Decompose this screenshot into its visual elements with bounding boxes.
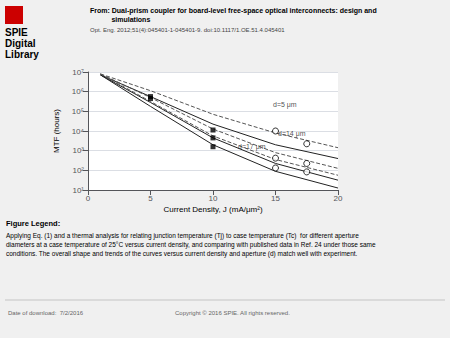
svg-text:10⁵: 10⁵ — [72, 107, 84, 116]
svg-text:Opt. Eng. 2012;51(4):045401-1-: Opt. Eng. 2012;51(4):045401-1-045401-9. … — [90, 27, 285, 33]
svg-text:Digital: Digital — [5, 38, 36, 49]
svg-text:10: 10 — [209, 194, 218, 203]
svg-text:Date of download: 7/2/2016: Date of download: 7/2/2016 — [8, 310, 84, 316]
svg-text:10³: 10³ — [72, 146, 84, 155]
svg-text:Figure Legend:: Figure Legend: — [6, 219, 60, 228]
svg-text:10²: 10² — [72, 166, 84, 175]
svg-text:5: 5 — [148, 194, 153, 203]
svg-text:20: 20 — [334, 194, 343, 203]
svg-text:0: 0 — [86, 194, 91, 203]
svg-text:d=5 μm: d=5 μm — [273, 101, 297, 109]
svg-text:diameters at a case temperatur: diameters at a case temperature of 25°C … — [6, 241, 376, 249]
svg-text:MTF (hours): MTF (hours) — [52, 109, 61, 153]
svg-text:d=14 μm: d=14 μm — [278, 130, 306, 138]
svg-text:Current Density, J (mA/μm²): Current Density, J (mA/μm²) — [163, 205, 262, 214]
svg-text:From: Dual-prism coupler for b: From: Dual-prism coupler for board-level… — [90, 7, 377, 15]
svg-text:10⁷: 10⁷ — [72, 68, 84, 77]
svg-text:Copyright © 2016 SPIE. All rig: Copyright © 2016 SPIE. All rights reserv… — [175, 310, 290, 316]
svg-text:SPIE: SPIE — [5, 27, 28, 38]
svg-text:15: 15 — [271, 194, 280, 203]
svg-text:10⁴: 10⁴ — [72, 127, 85, 136]
svg-text:d=17 μm: d=17 μm — [238, 143, 266, 151]
svg-text:conditions. The overall shape: conditions. The overall shape and trends… — [6, 250, 358, 258]
svg-text:Library: Library — [5, 49, 39, 60]
svg-text:10⁶: 10⁶ — [72, 87, 84, 96]
svg-text:10¹: 10¹ — [72, 186, 84, 195]
svg-text:Applying Eq. (1) and a thermal: Applying Eq. (1) and a thermal analysis … — [6, 232, 359, 240]
svg-text:simulations: simulations — [90, 16, 150, 23]
